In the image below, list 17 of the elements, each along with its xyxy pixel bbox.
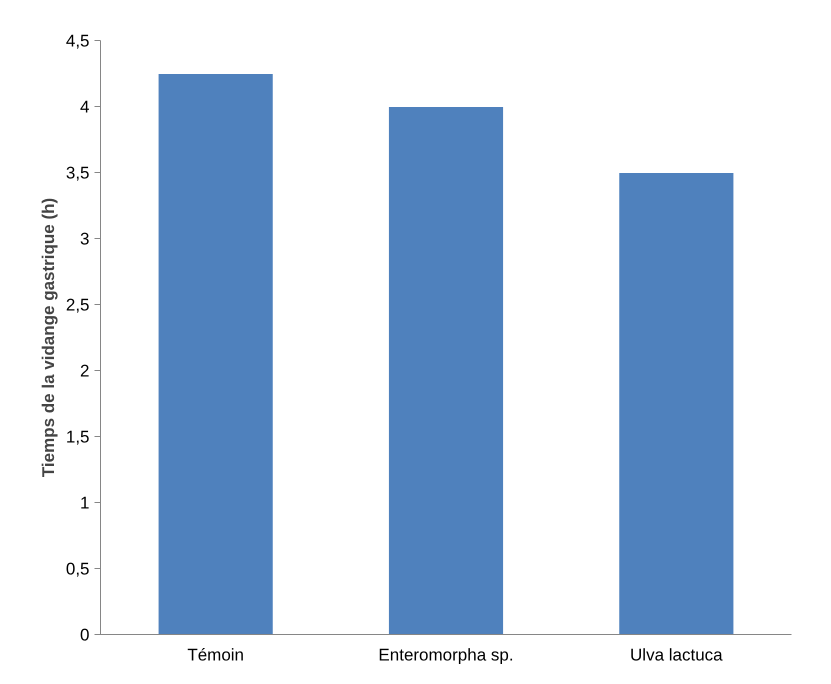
- y-tick-label: 2,5: [66, 296, 90, 314]
- bar: [158, 73, 274, 634]
- y-tick-label: 3: [80, 230, 90, 248]
- x-tick-label: Témoin: [187, 646, 244, 664]
- y-tick-label: 4: [80, 98, 90, 116]
- bar: [618, 172, 734, 634]
- y-tick-label: 2: [80, 362, 90, 380]
- y-tick-label: 0: [80, 626, 90, 644]
- x-tick-label: Ulva lactuca: [630, 646, 724, 664]
- y-tick-label: 1,5: [66, 428, 90, 446]
- y-tick-label: 1: [80, 494, 90, 512]
- y-tick-label: 4,5: [66, 32, 90, 50]
- y-axis-title: Tiemps de la vidange gastrique (h): [38, 198, 58, 478]
- x-tick-label: Enteromorpha sp.: [378, 646, 514, 664]
- bar: [388, 106, 504, 634]
- y-tick-label: 0,5: [66, 560, 90, 578]
- y-tick-label: 3,5: [66, 164, 90, 182]
